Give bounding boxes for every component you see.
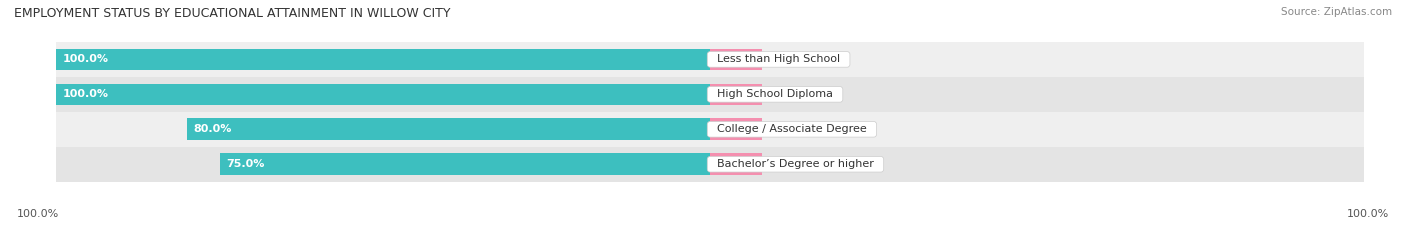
Bar <box>56 83 710 105</box>
Bar <box>56 112 1364 147</box>
Bar <box>710 153 762 175</box>
Bar <box>710 49 762 70</box>
Bar <box>56 77 1364 112</box>
Text: Bachelor’s Degree or higher: Bachelor’s Degree or higher <box>710 159 882 169</box>
Bar <box>219 153 710 175</box>
Text: 0.0%: 0.0% <box>772 89 800 99</box>
Text: 80.0%: 80.0% <box>194 124 232 134</box>
Text: 0.0%: 0.0% <box>772 159 800 169</box>
Bar <box>710 83 762 105</box>
Text: Less than High School: Less than High School <box>710 55 848 64</box>
Text: High School Diploma: High School Diploma <box>710 89 839 99</box>
Bar <box>710 118 762 140</box>
Bar <box>187 118 710 140</box>
Text: 100.0%: 100.0% <box>17 209 59 219</box>
Text: 100.0%: 100.0% <box>63 89 108 99</box>
Bar <box>56 147 1364 182</box>
Text: College / Associate Degree: College / Associate Degree <box>710 124 873 134</box>
Text: EMPLOYMENT STATUS BY EDUCATIONAL ATTAINMENT IN WILLOW CITY: EMPLOYMENT STATUS BY EDUCATIONAL ATTAINM… <box>14 7 450 20</box>
Text: 0.0%: 0.0% <box>772 55 800 64</box>
Text: Source: ZipAtlas.com: Source: ZipAtlas.com <box>1281 7 1392 17</box>
Text: 75.0%: 75.0% <box>226 159 264 169</box>
Text: 100.0%: 100.0% <box>1347 209 1389 219</box>
Text: 0.0%: 0.0% <box>772 124 800 134</box>
Bar <box>56 42 1364 77</box>
Bar <box>56 49 710 70</box>
Text: 100.0%: 100.0% <box>63 55 108 64</box>
